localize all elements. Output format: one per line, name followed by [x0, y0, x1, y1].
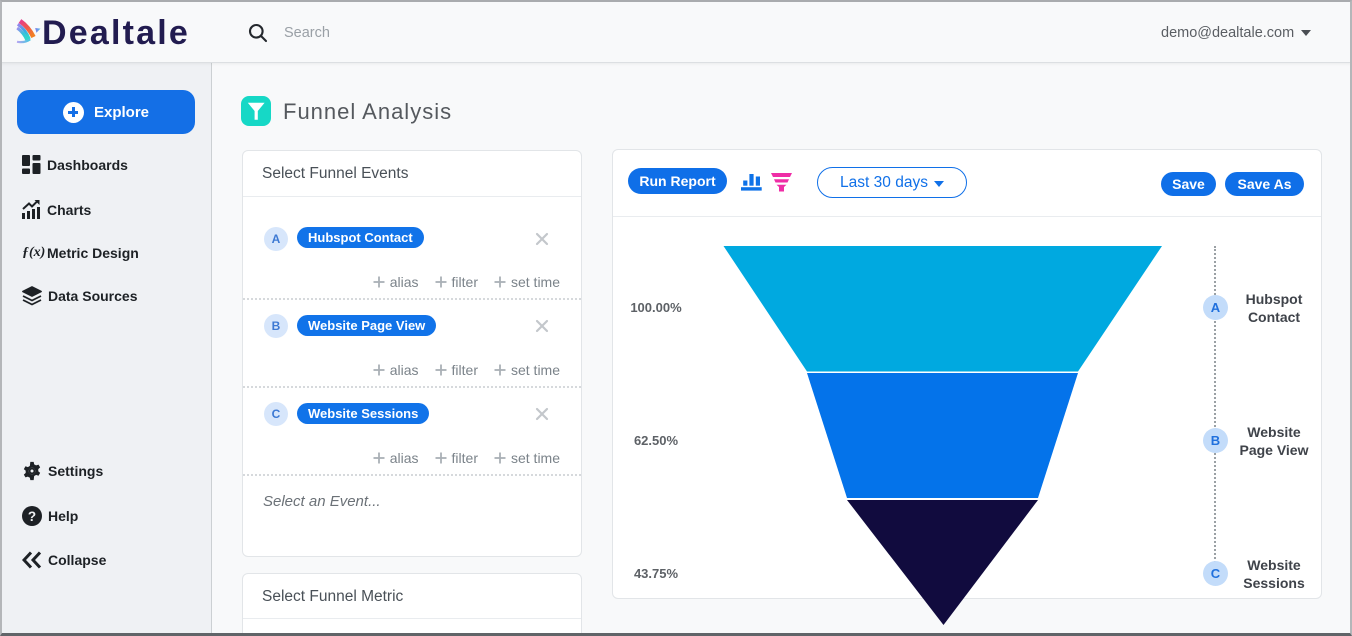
svg-text:?: ? [28, 509, 36, 524]
